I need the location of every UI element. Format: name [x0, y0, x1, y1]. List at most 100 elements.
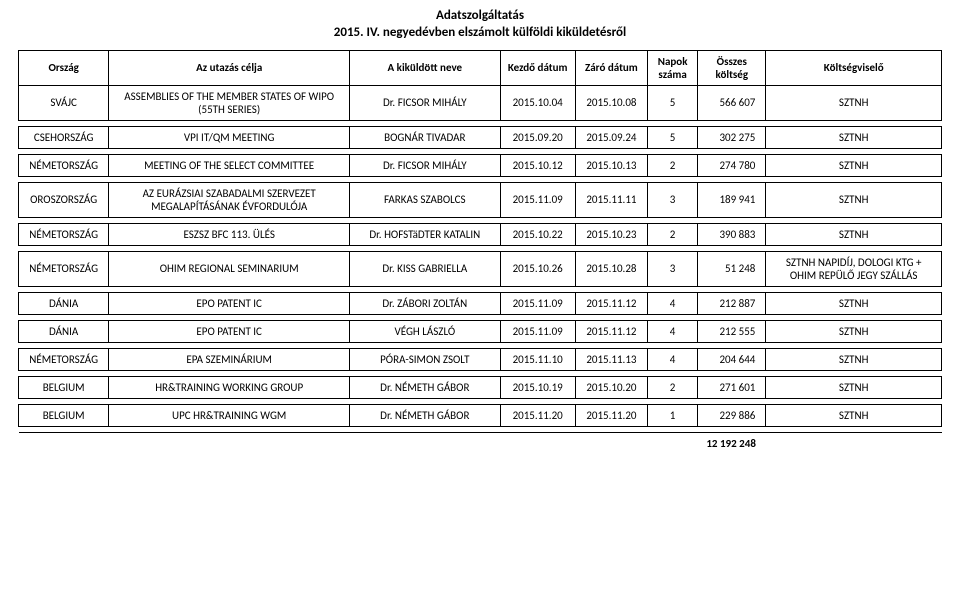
- cell-end-date: 2015.10.20: [575, 376, 647, 398]
- total-empty: [575, 432, 647, 454]
- total-empty: [500, 432, 575, 454]
- cell-purpose: MEETING OF THE SELECT COMMITTEE: [109, 154, 350, 176]
- cell-bearer: SZTNH: [766, 320, 942, 342]
- cell-end-date: 2015.10.08: [575, 85, 647, 120]
- total-value: 12 192 248: [698, 432, 766, 454]
- cell-days: 5: [648, 85, 698, 120]
- cell-purpose: ASSEMBLIES OF THE MEMBER STATES OF WIPO …: [109, 85, 350, 120]
- total-empty: [109, 432, 350, 454]
- cell-end-date: 2015.10.13: [575, 154, 647, 176]
- cell-country: NÉMETORSZÁG: [19, 251, 109, 286]
- cell-bearer: SZTNH: [766, 348, 942, 370]
- header-end: Záró dátum: [575, 50, 647, 85]
- table-body: SVÁJCASSEMBLIES OF THE MEMBER STATES OF …: [19, 85, 942, 454]
- cell-start-date: 2015.10.12: [500, 154, 575, 176]
- cell-delegate-name: Dr. FICSOR MIHÁLY: [350, 85, 500, 120]
- table-row: BELGIUMHR&TRAINING WORKING GROUPDr. NÉME…: [19, 376, 942, 398]
- cell-days: 3: [648, 251, 698, 286]
- cell-days: 3: [648, 182, 698, 217]
- table-row: DÁNIAEPO PATENT ICDr. ZÁBORI ZOLTÁN2015.…: [19, 292, 942, 314]
- cell-country: DÁNIA: [19, 320, 109, 342]
- cell-end-date: 2015.11.20: [575, 404, 647, 426]
- cell-days: 5: [648, 126, 698, 148]
- table-row: NÉMETORSZÁGMEETING OF THE SELECT COMMITT…: [19, 154, 942, 176]
- header-cost: Összes költség: [698, 50, 766, 85]
- header-start: Kezdő dátum: [500, 50, 575, 85]
- cell-start-date: 2015.09.20: [500, 126, 575, 148]
- cell-days: 4: [648, 348, 698, 370]
- cell-end-date: 2015.10.23: [575, 223, 647, 245]
- cell-cost: 390 883: [698, 223, 766, 245]
- cell-days: 4: [648, 292, 698, 314]
- cell-cost: 566 607: [698, 85, 766, 120]
- header-row: Ország Az utazás célja A kiküldött neve …: [19, 50, 942, 85]
- cell-end-date: 2015.11.12: [575, 320, 647, 342]
- table-row: OROSZORSZÁGAZ EURÁZSIAI SZABADALMI SZERV…: [19, 182, 942, 217]
- cell-bearer: SZTNH: [766, 154, 942, 176]
- cell-bearer: SZTNH: [766, 292, 942, 314]
- cell-purpose: EPO PATENT IC: [109, 320, 350, 342]
- table-row: CSEHORSZÁGVPI IT/QM MEETINGBOGNÁR TIVADA…: [19, 126, 942, 148]
- total-empty: [766, 432, 942, 454]
- cell-country: NÉMETORSZÁG: [19, 223, 109, 245]
- table-row: NÉMETORSZÁGEPA SZEMINÁRIUMPÓRA-SIMON ZSO…: [19, 348, 942, 370]
- total-empty: [19, 432, 109, 454]
- cell-purpose: AZ EURÁZSIAI SZABADALMI SZERVEZET MEGALA…: [109, 182, 350, 217]
- header-bearer: Költségviselő: [766, 50, 942, 85]
- cell-purpose: HR&TRAINING WORKING GROUP: [109, 376, 350, 398]
- cell-purpose: EPO PATENT IC: [109, 292, 350, 314]
- cell-cost: 271 601: [698, 376, 766, 398]
- cell-country: DÁNIA: [19, 292, 109, 314]
- cell-start-date: 2015.11.10: [500, 348, 575, 370]
- cell-country: BELGIUM: [19, 404, 109, 426]
- cell-cost: 229 886: [698, 404, 766, 426]
- document-title: Adatszolgáltatás 2015. IV. negyedévben e…: [18, 8, 942, 42]
- total-empty: [648, 432, 698, 454]
- cell-country: CSEHORSZÁG: [19, 126, 109, 148]
- cell-purpose: UPC HR&TRAINING WGM: [109, 404, 350, 426]
- total-empty: [350, 432, 500, 454]
- cell-cost: 274 780: [698, 154, 766, 176]
- header-name: A kiküldött neve: [350, 50, 500, 85]
- cell-end-date: 2015.11.11: [575, 182, 647, 217]
- cell-delegate-name: Dr. KISS GABRIELLA: [350, 251, 500, 286]
- cell-country: OROSZORSZÁG: [19, 182, 109, 217]
- title-line2: 2015. IV. negyedévben elszámolt külföldi…: [334, 25, 626, 40]
- cell-delegate-name: Dr. NÉMETH GÁBOR: [350, 376, 500, 398]
- cell-start-date: 2015.10.26: [500, 251, 575, 286]
- cell-end-date: 2015.11.12: [575, 292, 647, 314]
- cell-days: 2: [648, 223, 698, 245]
- cell-start-date: 2015.11.20: [500, 404, 575, 426]
- cell-bearer: SZTNH: [766, 376, 942, 398]
- cell-bearer: SZTNH: [766, 223, 942, 245]
- cell-cost: 204 644: [698, 348, 766, 370]
- cell-start-date: 2015.10.04: [500, 85, 575, 120]
- cell-country: NÉMETORSZÁG: [19, 154, 109, 176]
- cell-start-date: 2015.10.22: [500, 223, 575, 245]
- header-country: Ország: [19, 50, 109, 85]
- header-purpose: Az utazás célja: [109, 50, 350, 85]
- cell-start-date: 2015.11.09: [500, 292, 575, 314]
- cell-end-date: 2015.11.13: [575, 348, 647, 370]
- cell-cost: 212 887: [698, 292, 766, 314]
- table-row: DÁNIAEPO PATENT ICVÉGH LÁSZLÓ2015.11.092…: [19, 320, 942, 342]
- cell-purpose: ESZSZ BFC 113. ÜLÉS: [109, 223, 350, 245]
- cell-delegate-name: Dr. FICSOR MIHÁLY: [350, 154, 500, 176]
- cell-delegate-name: PÓRA-SIMON ZSOLT: [350, 348, 500, 370]
- cell-days: 1: [648, 404, 698, 426]
- cell-start-date: 2015.10.19: [500, 376, 575, 398]
- cell-start-date: 2015.11.09: [500, 182, 575, 217]
- cell-purpose: VPI IT/QM MEETING: [109, 126, 350, 148]
- cell-delegate-name: Dr. NÉMETH GÁBOR: [350, 404, 500, 426]
- cell-bearer: SZTNH: [766, 126, 942, 148]
- header-days: Napok száma: [648, 50, 698, 85]
- cell-start-date: 2015.11.09: [500, 320, 575, 342]
- cell-delegate-name: VÉGH LÁSZLÓ: [350, 320, 500, 342]
- cell-bearer: SZTNH: [766, 404, 942, 426]
- cell-days: 4: [648, 320, 698, 342]
- cell-delegate-name: Dr. ZÁBORI ZOLTÁN: [350, 292, 500, 314]
- cell-country: NÉMETORSZÁG: [19, 348, 109, 370]
- cell-country: SVÁJC: [19, 85, 109, 120]
- cell-delegate-name: BOGNÁR TIVADAR: [350, 126, 500, 148]
- cell-country: BELGIUM: [19, 376, 109, 398]
